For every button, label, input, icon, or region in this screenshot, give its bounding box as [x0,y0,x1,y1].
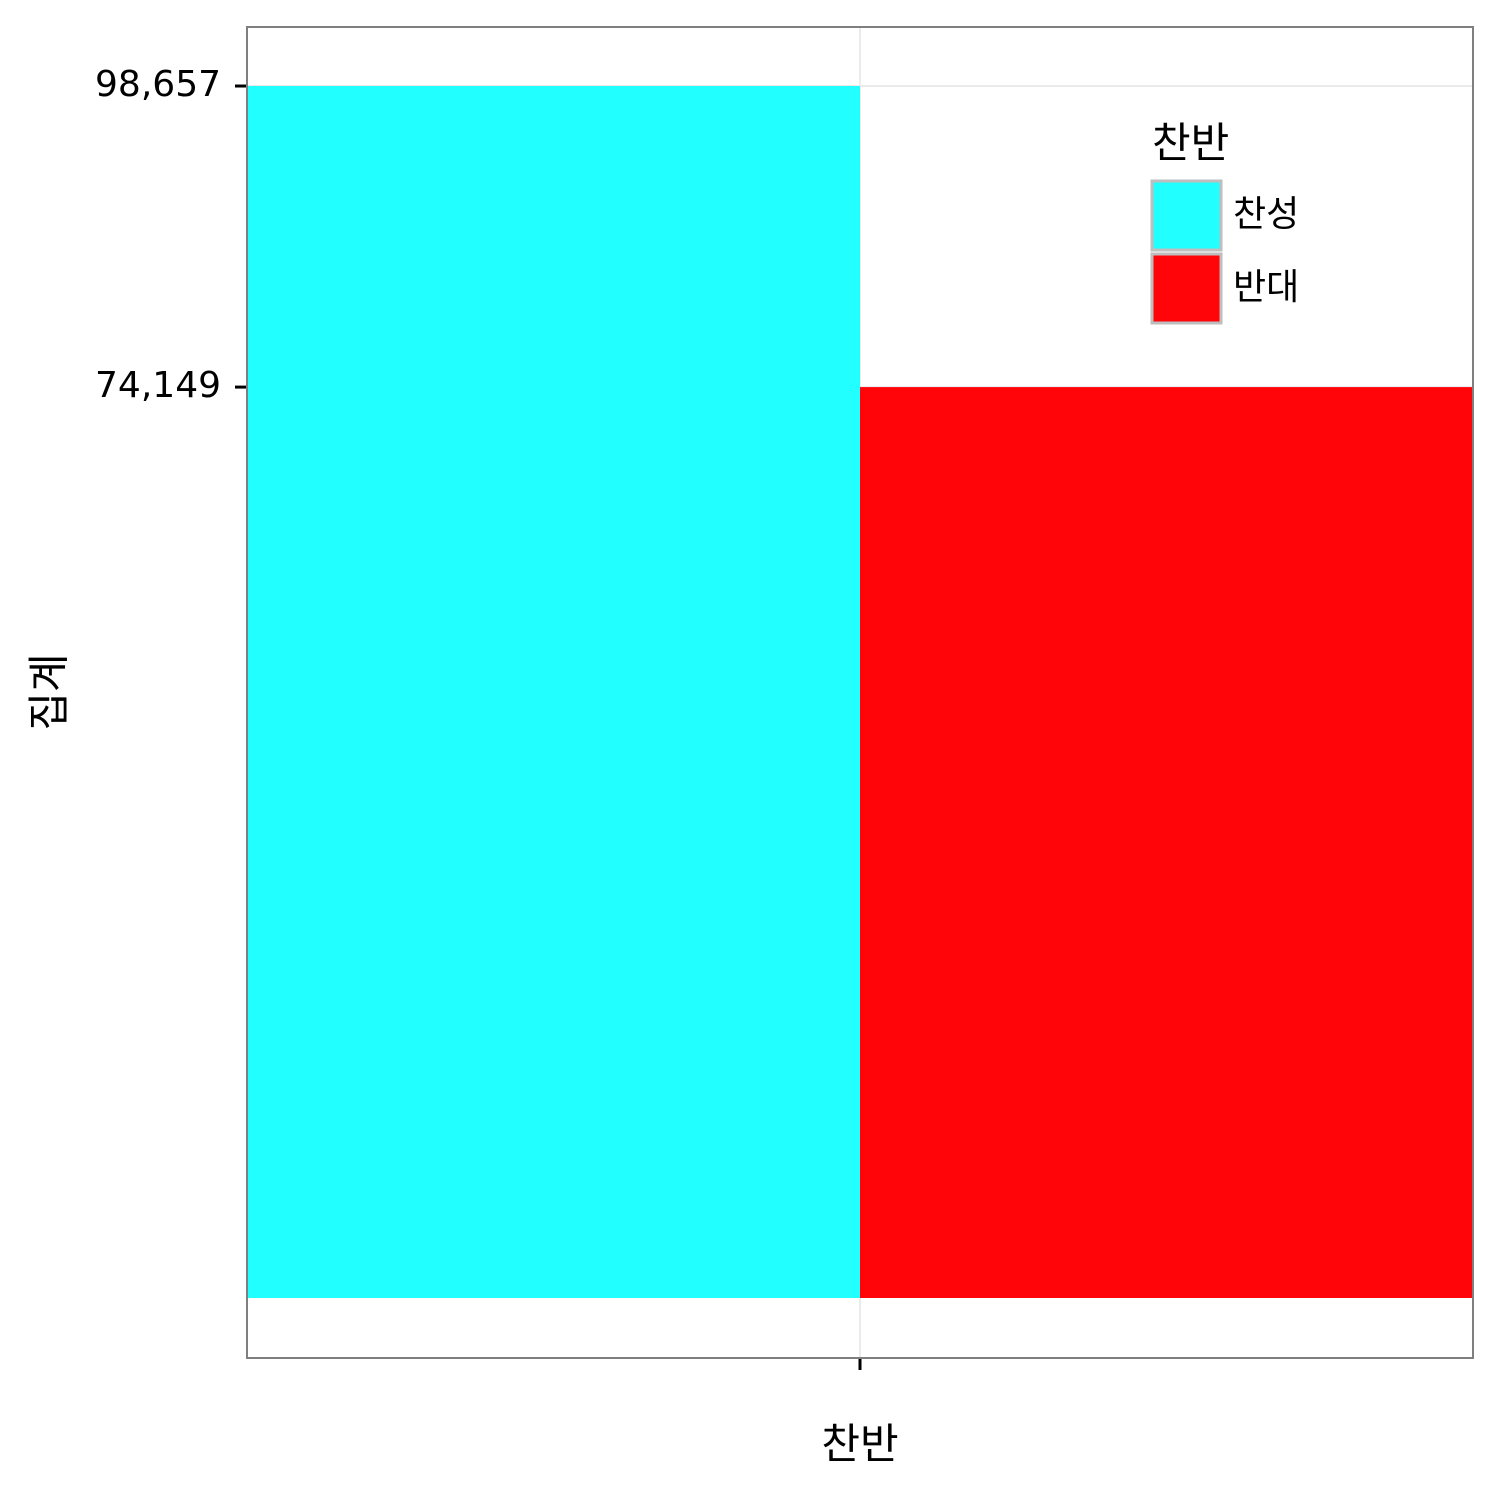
legend-label: 찬성 [1233,194,1299,235]
legend-key [1150,179,1223,252]
y-tick-label: 74,149 [95,365,221,406]
legend-title: 찬반 [1152,119,1229,168]
bar [860,387,1473,1298]
bar [247,86,860,1298]
legend-key [1150,252,1223,325]
y-tick-label: 98,657 [95,64,221,105]
panel-border [246,26,1474,1359]
x-axis-title: 찬반 [821,1420,898,1469]
legend-label: 반대 [1233,267,1299,308]
y-axis-title: 집계 [25,653,74,730]
